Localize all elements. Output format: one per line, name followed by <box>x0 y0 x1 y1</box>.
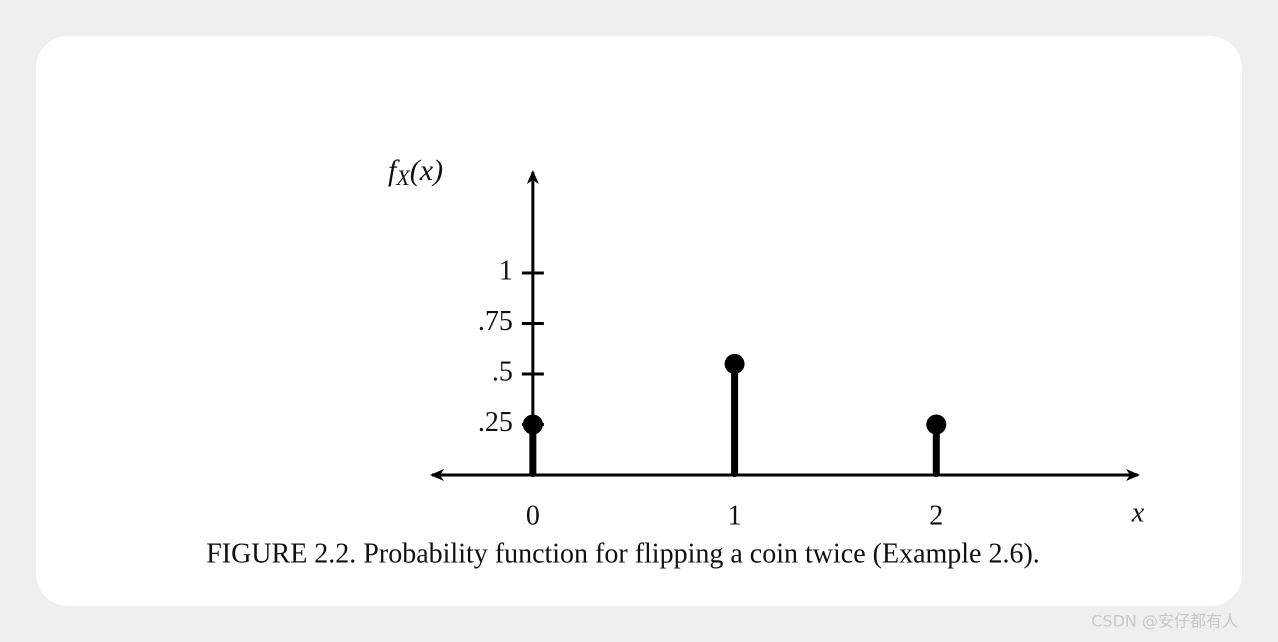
x-tick-label: 1 <box>728 500 742 531</box>
x-tick-label: 2 <box>929 500 943 531</box>
y-tick-label: .75 <box>478 306 513 337</box>
y-tick-label: .5 <box>492 356 513 387</box>
x-tick-label: 0 <box>526 500 540 531</box>
x-axis-label: x <box>1131 497 1145 528</box>
y-axis-label: fX(x) <box>388 154 443 190</box>
y-label-argument: (x) <box>410 154 443 187</box>
stem-dot <box>522 414 543 435</box>
y-label-subscript: X <box>395 165 411 190</box>
y-tick-label: 1 <box>499 255 513 286</box>
caption: FIGURE 2.2. Probability function for fli… <box>206 538 1040 569</box>
y-tick-label: .25 <box>478 407 513 438</box>
stem-dot <box>724 353 745 374</box>
watermark: CSDN @安仔都有人 <box>1091 612 1238 631</box>
stem-dot <box>926 414 947 435</box>
card <box>36 36 1242 606</box>
